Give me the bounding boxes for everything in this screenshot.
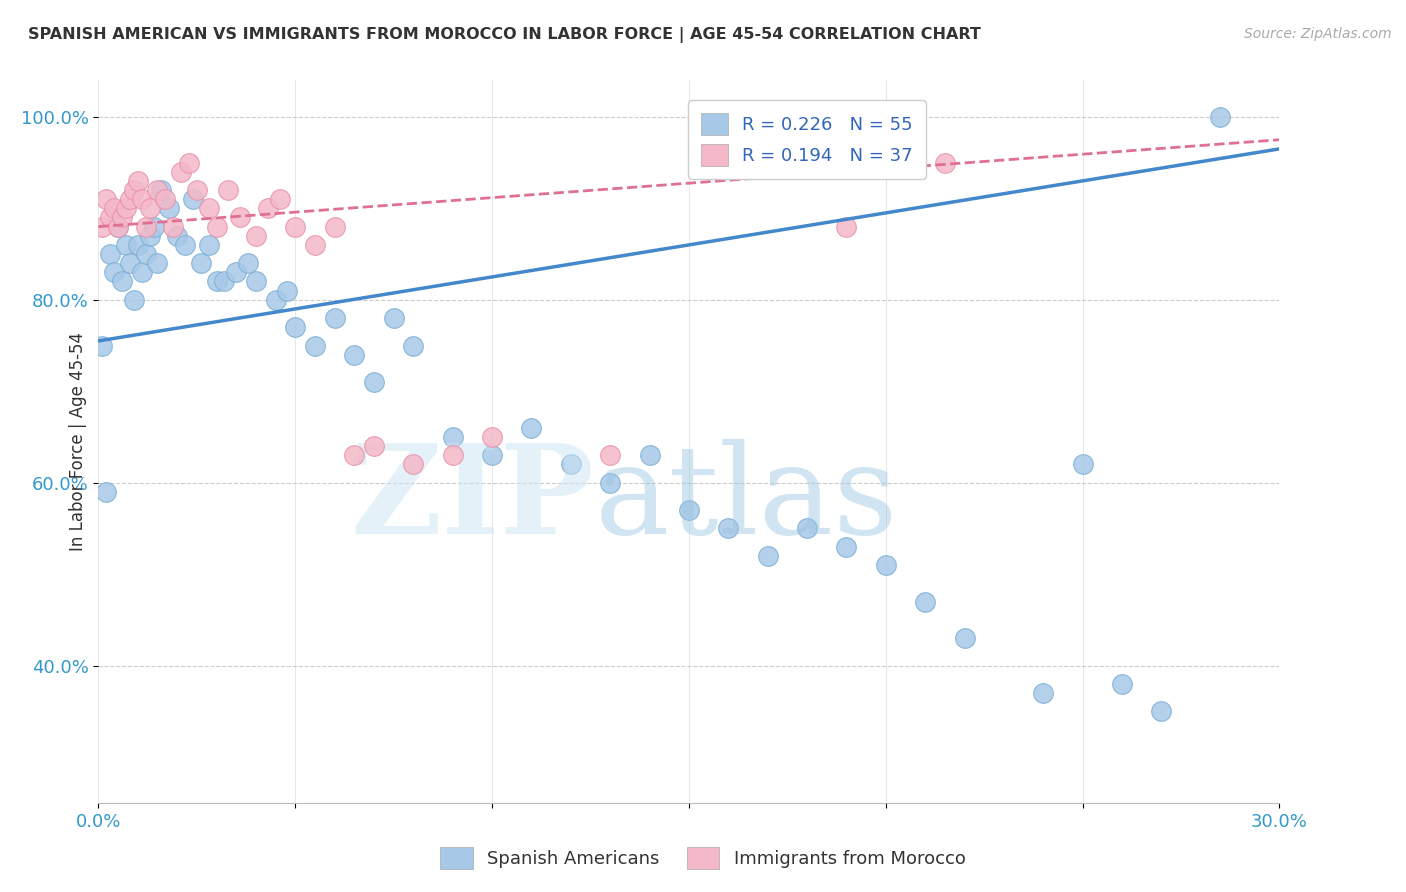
- Point: [796, 521, 818, 535]
- Point: [96, 484, 118, 499]
- Point: [135, 247, 157, 261]
- Point: [181, 192, 204, 206]
- Text: atlas: atlas: [595, 439, 898, 560]
- Point: [98, 211, 121, 225]
- Point: [157, 202, 180, 216]
- Point: [256, 202, 278, 216]
- Legend: R = 0.226   N = 55, R = 0.194   N = 37: R = 0.226 N = 55, R = 0.194 N = 37: [689, 100, 925, 178]
- Point: [197, 238, 219, 252]
- Point: [402, 458, 425, 472]
- Point: [638, 448, 661, 462]
- Point: [96, 192, 118, 206]
- Point: [103, 202, 125, 216]
- Point: [323, 219, 346, 234]
- Point: [245, 275, 267, 289]
- Point: [1071, 458, 1094, 472]
- Point: [197, 202, 219, 216]
- Point: [115, 202, 138, 216]
- Point: [217, 183, 239, 197]
- Point: [756, 549, 779, 563]
- Text: Source: ZipAtlas.com: Source: ZipAtlas.com: [1244, 27, 1392, 41]
- Point: [284, 219, 307, 234]
- Point: [111, 275, 134, 289]
- Point: [343, 348, 366, 362]
- Point: [1209, 110, 1232, 124]
- Point: [138, 202, 160, 216]
- Point: [186, 183, 208, 197]
- Point: [142, 219, 165, 234]
- Point: [122, 293, 145, 307]
- Point: [934, 155, 956, 169]
- Point: [91, 219, 114, 234]
- Point: [98, 247, 121, 261]
- Point: [229, 211, 252, 225]
- Point: [205, 219, 228, 234]
- Point: [155, 192, 177, 206]
- Point: [343, 448, 366, 462]
- Point: [323, 311, 346, 326]
- Point: [363, 439, 385, 453]
- Point: [276, 284, 298, 298]
- Text: SPANISH AMERICAN VS IMMIGRANTS FROM MOROCCO IN LABOR FORCE | AGE 45-54 CORRELATI: SPANISH AMERICAN VS IMMIGRANTS FROM MORO…: [28, 27, 981, 43]
- Point: [127, 238, 149, 252]
- Point: [122, 183, 145, 197]
- Point: [481, 448, 503, 462]
- Point: [363, 375, 385, 389]
- Point: [1150, 704, 1173, 718]
- Point: [127, 174, 149, 188]
- Point: [118, 256, 141, 270]
- Point: [150, 183, 173, 197]
- Point: [146, 183, 169, 197]
- Point: [717, 521, 740, 535]
- Point: [107, 219, 129, 234]
- Point: [284, 320, 307, 334]
- Point: [560, 458, 582, 472]
- Point: [914, 594, 936, 608]
- Point: [441, 430, 464, 444]
- Point: [103, 265, 125, 279]
- Legend: Spanish Americans, Immigrants from Morocco: Spanish Americans, Immigrants from Moroc…: [432, 838, 974, 879]
- Point: [205, 275, 228, 289]
- Point: [190, 256, 212, 270]
- Point: [131, 265, 153, 279]
- Point: [177, 155, 200, 169]
- Point: [1032, 686, 1054, 700]
- Point: [170, 165, 193, 179]
- Point: [131, 192, 153, 206]
- Point: [135, 219, 157, 234]
- Point: [166, 228, 188, 243]
- Point: [402, 338, 425, 352]
- Point: [304, 338, 326, 352]
- Point: [599, 448, 621, 462]
- Text: ZIP: ZIP: [350, 439, 595, 560]
- Point: [304, 238, 326, 252]
- Point: [269, 192, 291, 206]
- Point: [441, 448, 464, 462]
- Point: [1111, 677, 1133, 691]
- Point: [107, 219, 129, 234]
- Point: [678, 503, 700, 517]
- Point: [520, 421, 543, 435]
- Point: [214, 275, 236, 289]
- Point: [225, 265, 247, 279]
- Point: [599, 475, 621, 490]
- Point: [91, 338, 114, 352]
- Point: [481, 430, 503, 444]
- Point: [118, 192, 141, 206]
- Point: [264, 293, 287, 307]
- Point: [236, 256, 259, 270]
- Point: [162, 219, 184, 234]
- Point: [138, 228, 160, 243]
- Point: [245, 228, 267, 243]
- Point: [111, 211, 134, 225]
- Point: [174, 238, 197, 252]
- Point: [146, 256, 169, 270]
- Point: [382, 311, 405, 326]
- Y-axis label: In Labor Force | Age 45-54: In Labor Force | Age 45-54: [69, 332, 87, 551]
- Point: [835, 219, 858, 234]
- Point: [115, 238, 138, 252]
- Point: [835, 540, 858, 554]
- Point: [875, 558, 897, 572]
- Point: [953, 631, 976, 645]
